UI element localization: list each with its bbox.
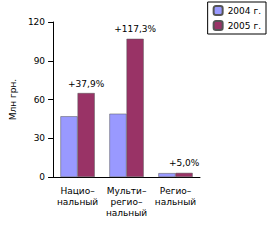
svg-text:+5,0%: +5,0% <box>169 158 200 168</box>
svg-text:30: 30 <box>34 133 46 143</box>
svg-text:нальный: нальный <box>57 197 98 207</box>
svg-text:Нацио–: Нацио– <box>60 186 95 196</box>
svg-text:+117,3%: +117,3% <box>114 24 156 34</box>
svg-text:0: 0 <box>39 172 45 182</box>
svg-text:Мульти–: Мульти– <box>107 186 147 196</box>
svg-text:Млн грн.: Млн грн. <box>8 79 18 120</box>
svg-text:Регио–: Регио– <box>160 186 192 196</box>
svg-text:90: 90 <box>34 56 46 66</box>
svg-text:60: 60 <box>34 95 46 105</box>
svg-text:2005 г.: 2005 г. <box>228 21 261 31</box>
svg-text:120: 120 <box>28 17 45 27</box>
svg-text:2004 г.: 2004 г. <box>228 6 261 16</box>
svg-text:нальный: нальный <box>155 197 196 207</box>
svg-text:нальный: нальный <box>106 208 147 218</box>
svg-text:регио–: регио– <box>111 197 143 207</box>
svg-text:+37,9%: +37,9% <box>68 79 105 89</box>
